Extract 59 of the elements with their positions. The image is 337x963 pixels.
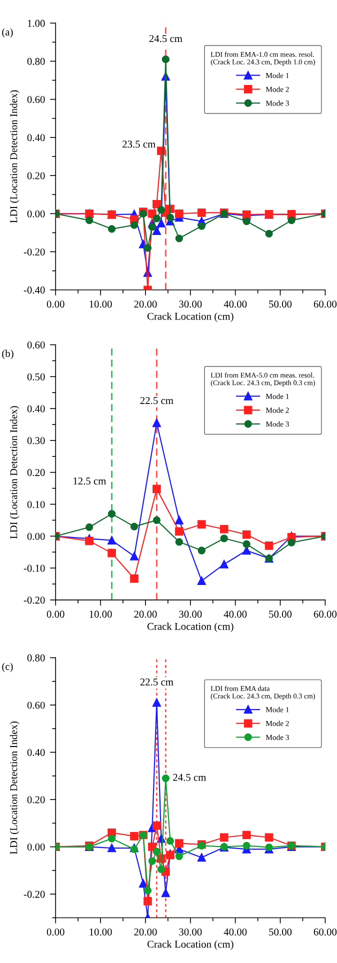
x-tick-label: 10.00: [90, 300, 112, 308]
x-tick-label: 20.00: [134, 610, 157, 618]
y-tick-label: 0.40: [27, 405, 45, 412]
y-tick-label: -0.20: [24, 890, 45, 898]
x-tick-label: 0.00: [46, 300, 64, 308]
x-tick-label: 10.00: [90, 610, 112, 618]
y-tick-label: 0.20: [27, 796, 45, 804]
y-tick-label: 0.60: [27, 96, 45, 104]
x-tick-label: 0.00: [46, 928, 64, 936]
x-tick-label: 10.00: [90, 928, 112, 936]
y-tick-label: 0.00: [27, 210, 45, 218]
y-tick-label: -0.40: [24, 286, 45, 294]
y-tick-label: 1.00: [28, 20, 45, 27]
x-tick-label: 40.00: [224, 300, 247, 308]
y-tick-label: 0.10: [27, 500, 45, 508]
x-tick-label: 50.00: [269, 610, 292, 618]
annotation: 22.5 cm: [140, 678, 174, 686]
x-tick-label: 60.00: [314, 300, 337, 308]
y-tick-label: 0.50: [27, 373, 45, 380]
x-tick-label: 60.00: [314, 928, 337, 936]
y-tick-label: 0.30: [27, 437, 45, 444]
y-tick-label: 0.80: [27, 654, 45, 662]
annotation: 23.5 cm: [122, 140, 156, 148]
y-axis-title: LDI (Location Detection Index): [10, 722, 20, 854]
x-tick-label: 20.00: [134, 300, 157, 308]
chart-title: (a): [2, 28, 13, 38]
y-axis-title: LDI (Location Detection Index): [10, 90, 20, 223]
x-axis-title: Crack Location (cm): [147, 940, 234, 950]
x-tick-label: 40.00: [224, 928, 247, 936]
chart-title: (c): [2, 662, 13, 672]
x-axis-title: Crack Location (cm): [147, 622, 234, 632]
y-tick-label: 0.40: [27, 748, 45, 756]
annotation: 24.5 cm: [173, 774, 206, 781]
x-tick-label: 0.00: [46, 610, 64, 618]
x-tick-label: 30.00: [179, 300, 202, 308]
y-tick-label: 0.40: [27, 134, 45, 142]
x-tick-label: 50.00: [269, 300, 292, 308]
y-tick-label: 0.20: [27, 172, 45, 180]
y-tick-label: -0.20: [24, 596, 45, 604]
x-axis-title: Crack Location (cm): [147, 312, 234, 322]
x-tick-label: 60.00: [314, 610, 337, 618]
y-tick-label: -0.10: [24, 564, 45, 572]
chart-title: (b): [2, 350, 14, 360]
y-tick-label: 0.20: [27, 469, 45, 476]
x-tick-label: 20.00: [134, 928, 157, 936]
x-tick-label: 30.00: [179, 610, 202, 618]
y-tick-label: 0.60: [27, 702, 45, 709]
y-tick-label: 0.00: [27, 532, 45, 540]
y-axis-title: LDI (Location Detection Index): [10, 406, 20, 539]
annotation: 12.5 cm: [74, 478, 106, 485]
x-tick-label: 30.00: [179, 928, 202, 936]
x-tick-label: 40.00: [224, 610, 247, 618]
x-tick-label: 50.00: [269, 928, 292, 936]
y-tick-label: 0.60: [27, 341, 45, 349]
y-tick-label: -0.20: [24, 248, 45, 256]
y-tick-label: 0.80: [27, 58, 45, 65]
annotation: 22.5 cm: [140, 397, 174, 404]
y-tick-label: 0.00: [27, 844, 45, 851]
annotation: 24.5 cm: [149, 35, 182, 42]
